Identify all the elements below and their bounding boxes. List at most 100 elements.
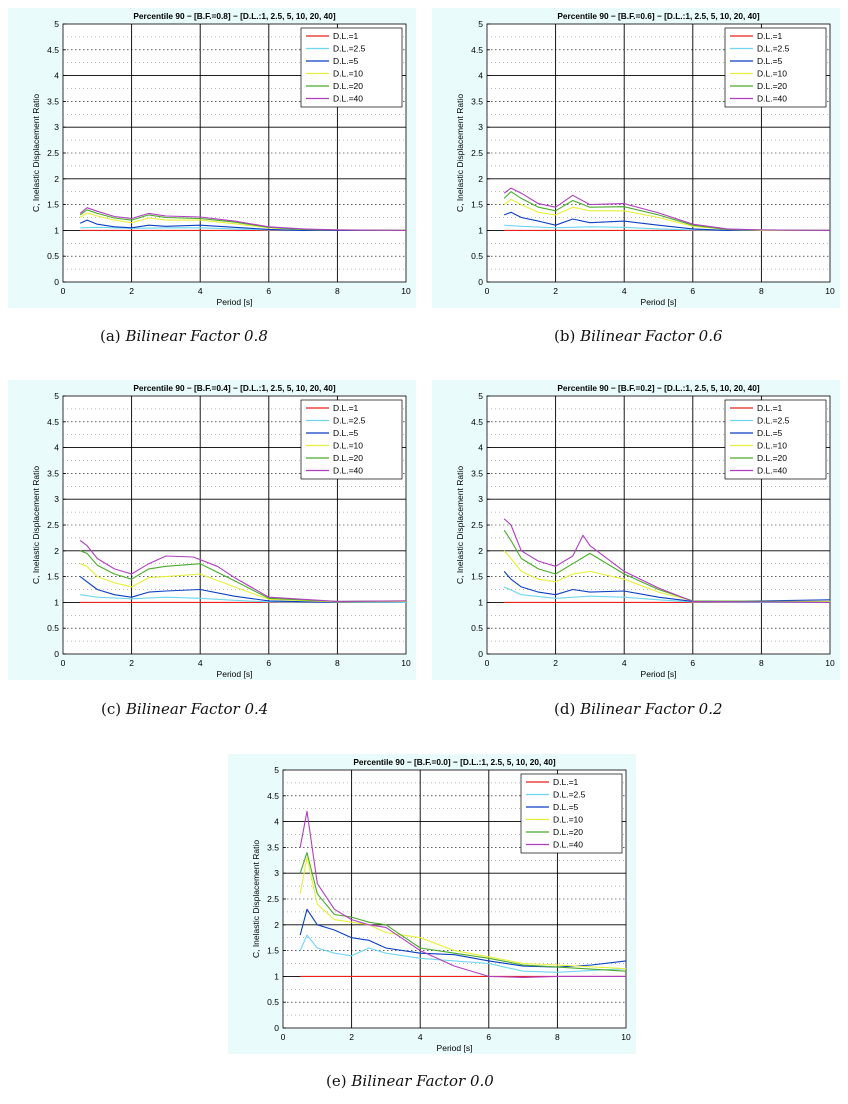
y-tick-label: 1	[274, 971, 279, 981]
caption-letter: (e)	[326, 1072, 347, 1090]
legend-label: D.L.=5	[757, 56, 783, 66]
y-tick-label: 3	[478, 122, 483, 132]
legend-label: D.L.=5	[553, 802, 579, 812]
chart-svg: 0 0.5 1 1.5 2 2.5 3 3.5 4 4.5 5 0 2 4 6 8 10 Percentile 9…	[432, 8, 840, 308]
y-tick-label: 0.5	[47, 623, 59, 633]
y-tick-label: 1.5	[471, 200, 483, 210]
caption-letter: (b)	[554, 327, 576, 345]
x-tick-label: 8	[759, 286, 764, 296]
caption-letter: (a)	[100, 327, 121, 345]
chart-title: Percentile 90 − [B.F.=0.0] − [D.L.:1, 2.…	[353, 757, 555, 767]
y-tick-label: 0	[54, 277, 59, 287]
caption-letter: (d)	[554, 700, 576, 718]
y-tick-label: 1.5	[47, 572, 59, 582]
legend-label: D.L.=20	[333, 453, 363, 463]
y-tick-label: 3	[54, 122, 59, 132]
chart-panel-a: 0 0.5 1 1.5 2 2.5 3 3.5 4 4.5 5 0 2 4 6 8 10 Percentile 9…	[8, 8, 416, 308]
legend-label: D.L.=10	[757, 441, 787, 451]
x-tick-label: 8	[759, 658, 764, 668]
y-axis-label: C, Inelastic Displacement Ratio	[455, 94, 465, 212]
x-tick-label: 0	[485, 286, 490, 296]
series-group	[79, 540, 407, 603]
legend-label: D.L.=1	[333, 31, 359, 41]
x-tick-label: 6	[690, 286, 695, 296]
caption-text: Bilinear Factor 0.0	[351, 1072, 494, 1090]
legend-box	[724, 27, 827, 108]
caption-d: (d) Bilinear Factor 0.2	[554, 700, 723, 718]
y-tick-label: 4	[54, 71, 59, 81]
y-tick-label: 3.5	[471, 468, 483, 478]
series-line	[79, 540, 407, 602]
y-tick-label: 5	[478, 19, 483, 29]
x-axis-label: Period [s]	[217, 669, 253, 679]
legend-label: D.L.=40	[553, 840, 583, 850]
y-tick-label: 1.5	[471, 572, 483, 582]
series-line	[80, 563, 407, 603]
legend-label: D.L.=40	[757, 466, 787, 476]
y-tick-label: 3.5	[471, 96, 483, 106]
legend-label: D.L.=2.5	[553, 790, 586, 800]
y-tick-label: 1.5	[267, 946, 279, 956]
x-tick-label: 2	[553, 286, 558, 296]
series-line	[79, 219, 406, 231]
x-tick-label: 10	[825, 658, 835, 668]
y-tick-label: 5	[274, 765, 279, 775]
x-tick-label: 2	[349, 1032, 354, 1042]
x-tick-label: 10	[401, 658, 411, 668]
legend-label: D.L.=10	[757, 69, 787, 79]
series-line	[299, 810, 626, 978]
y-tick-label: 1	[478, 225, 483, 235]
legend-label: D.L.=1	[757, 31, 783, 41]
legend-box	[300, 27, 403, 108]
y-tick-label: 4.5	[267, 791, 279, 801]
legend: D.L.=1 D.L.=2.5 D.L.=5 D.L.=10 D.L.=20 D.L.=4…	[300, 27, 403, 108]
chart-title: Percentile 90 − [B.F.=0.4] − [D.L.:1, 2.…	[133, 383, 335, 393]
x-tick-label: 8	[335, 658, 340, 668]
x-tick-label: 4	[622, 658, 627, 668]
x-axis-label: Period [s]	[641, 669, 677, 679]
chart-title: Percentile 90 − [B.F.=0.8] − [D.L.:1, 2.…	[133, 11, 335, 21]
chart-panel-c: 0 0.5 1 1.5 2 2.5 3 3.5 4 4.5 5 0 2 4 6 8 10 Percentile 9…	[8, 380, 416, 680]
x-axis-label: Period [s]	[217, 297, 253, 307]
x-axis-label: Period [s]	[641, 297, 677, 307]
legend-label: D.L.=2.5	[333, 416, 366, 426]
x-tick-label: 2	[129, 658, 134, 668]
y-tick-label: 0.5	[47, 251, 59, 261]
y-tick-label: 5	[478, 391, 483, 401]
y-tick-label: 1.5	[47, 200, 59, 210]
legend-label: D.L.=20	[333, 81, 363, 91]
legend-label: D.L.=40	[333, 466, 363, 476]
x-tick-label: 0	[281, 1032, 286, 1042]
caption-text: Bilinear Factor 0.4	[125, 700, 269, 718]
x-axis-label: Period [s]	[437, 1043, 473, 1053]
legend-label: D.L.=20	[553, 827, 583, 837]
chart-title: Percentile 90 − [B.F.=0.2] − [D.L.:1, 2.…	[557, 383, 759, 393]
legend: D.L.=1 D.L.=2.5 D.L.=5 D.L.=10 D.L.=20 D.L.=4…	[724, 399, 827, 480]
legend-label: D.L.=1	[333, 403, 359, 413]
x-tick-label: 4	[198, 286, 203, 296]
x-tick-label: 0	[485, 658, 490, 668]
y-tick-label: 1	[478, 597, 483, 607]
y-tick-label: 3	[274, 868, 279, 878]
y-tick-label: 2.5	[47, 148, 59, 158]
series-line	[79, 207, 407, 231]
y-tick-label: 0.5	[267, 997, 279, 1007]
series-group	[503, 518, 831, 603]
caption-e: (e) Bilinear Factor 0.0	[326, 1072, 494, 1090]
y-tick-label: 2	[478, 546, 483, 556]
y-tick-label: 0	[54, 649, 59, 659]
x-tick-label: 10	[401, 286, 411, 296]
series-line	[79, 576, 407, 603]
legend-label: D.L.=5	[757, 428, 783, 438]
y-tick-label: 1	[54, 597, 59, 607]
legend-box	[520, 773, 623, 854]
series-group	[299, 810, 627, 978]
y-tick-label: 3.5	[47, 96, 59, 106]
x-tick-label: 4	[418, 1032, 423, 1042]
legend-label: D.L.=2.5	[757, 44, 790, 54]
x-tick-label: 4	[622, 286, 627, 296]
series-line	[503, 187, 831, 231]
legend-label: D.L.=20	[757, 81, 787, 91]
y-tick-label: 2.5	[267, 894, 279, 904]
x-tick-label: 2	[553, 658, 558, 668]
